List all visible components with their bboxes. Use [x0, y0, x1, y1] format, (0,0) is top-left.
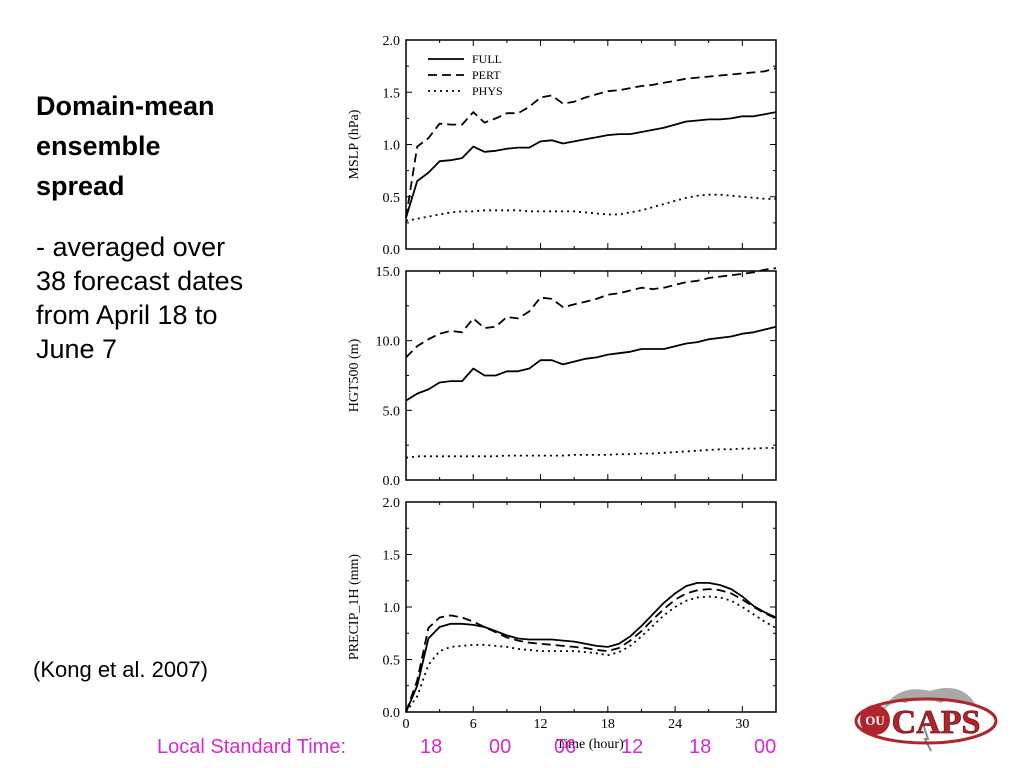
- ou-emblem: [860, 705, 890, 735]
- heading-line: Domain-mean: [36, 91, 215, 121]
- y-tick-label: 1.0: [383, 139, 401, 154]
- lst-value: 00: [489, 736, 512, 758]
- plot-frame: [405, 501, 777, 713]
- lst-value: 00: [754, 736, 777, 758]
- y-tick-label: 1.5: [383, 86, 401, 101]
- legend-label: PHYS: [472, 84, 503, 98]
- y-axis-label: MSLP (hPa): [347, 109, 362, 179]
- body-line: - averaged over: [36, 232, 226, 262]
- body-line: 38 forecast dates: [36, 266, 244, 296]
- y-axis-label: HGT500 (m): [347, 338, 362, 412]
- series-line-pert: [405, 588, 777, 713]
- x-tick-label: 18: [601, 717, 615, 732]
- lst-value: 06: [554, 736, 577, 758]
- y-tick-label: 5.0: [383, 404, 401, 419]
- y-tick-label: 10.0: [376, 335, 401, 350]
- legend-label: FULL: [472, 52, 502, 66]
- citation: (Kong et al. 2007): [33, 657, 208, 682]
- local-standard-time-row: Local Standard Time: 18 00 06 12 18 00: [157, 736, 797, 764]
- series-line-phys: [405, 193, 776, 222]
- heading-line: ensemble: [36, 131, 161, 161]
- x-tick-label: 0: [403, 717, 410, 732]
- x-tick-label: 30: [735, 717, 749, 732]
- logo-cloud: [882, 688, 976, 711]
- plot-frame: [405, 270, 777, 481]
- y-tick-label: 0.5: [383, 191, 401, 206]
- y-tick-label: 0.0: [383, 474, 401, 489]
- legend-label: PERT: [472, 68, 501, 82]
- caps-logo: OU CAPS: [854, 688, 998, 752]
- series-line-phys: [405, 447, 776, 459]
- y-tick-label: 1.0: [383, 601, 401, 616]
- series-line-pert: [405, 267, 777, 359]
- lst-value: 18: [689, 736, 712, 758]
- series-line-full: [405, 582, 777, 713]
- y-tick-label: 2.0: [383, 496, 401, 511]
- x-tick-label: 6: [470, 717, 477, 732]
- y-tick-label: 15.0: [376, 265, 401, 280]
- y-tick-label: 1.5: [383, 549, 401, 564]
- lst-value: 18: [420, 736, 443, 758]
- series-line-phys: [405, 595, 777, 713]
- body-line: June 7: [36, 334, 118, 364]
- slide-body-text: - averaged over 38 forecast dates from A…: [36, 230, 336, 366]
- y-tick-label: 0.5: [383, 654, 401, 669]
- body-line: from April 18 to: [36, 300, 218, 330]
- slide-heading: Domain-mean ensemble spread: [36, 86, 336, 206]
- logo-lightning: [921, 720, 932, 752]
- y-axis-label: PRECIP_1H (mm): [347, 554, 362, 661]
- x-axis-label: Time (hour): [556, 737, 624, 752]
- y-tick-label: 2.0: [383, 34, 401, 49]
- x-tick-label: 24: [668, 717, 682, 732]
- logo-ring: [854, 697, 998, 745]
- plot-frame: [405, 39, 777, 250]
- series-line-pert: [405, 67, 777, 218]
- y-tick-label: 0.0: [383, 243, 401, 258]
- series-line-full: [405, 111, 777, 218]
- caps-wordmark: CAPS: [892, 704, 981, 741]
- lst-value: 12: [621, 736, 644, 758]
- series-line-full: [405, 325, 777, 402]
- heading-line: spread: [36, 171, 125, 201]
- x-tick-label: 12: [534, 717, 548, 732]
- ou-emblem-text: OU: [865, 713, 885, 728]
- lst-label: Local Standard Time:: [157, 736, 346, 758]
- y-tick-label: 0.0: [383, 706, 401, 721]
